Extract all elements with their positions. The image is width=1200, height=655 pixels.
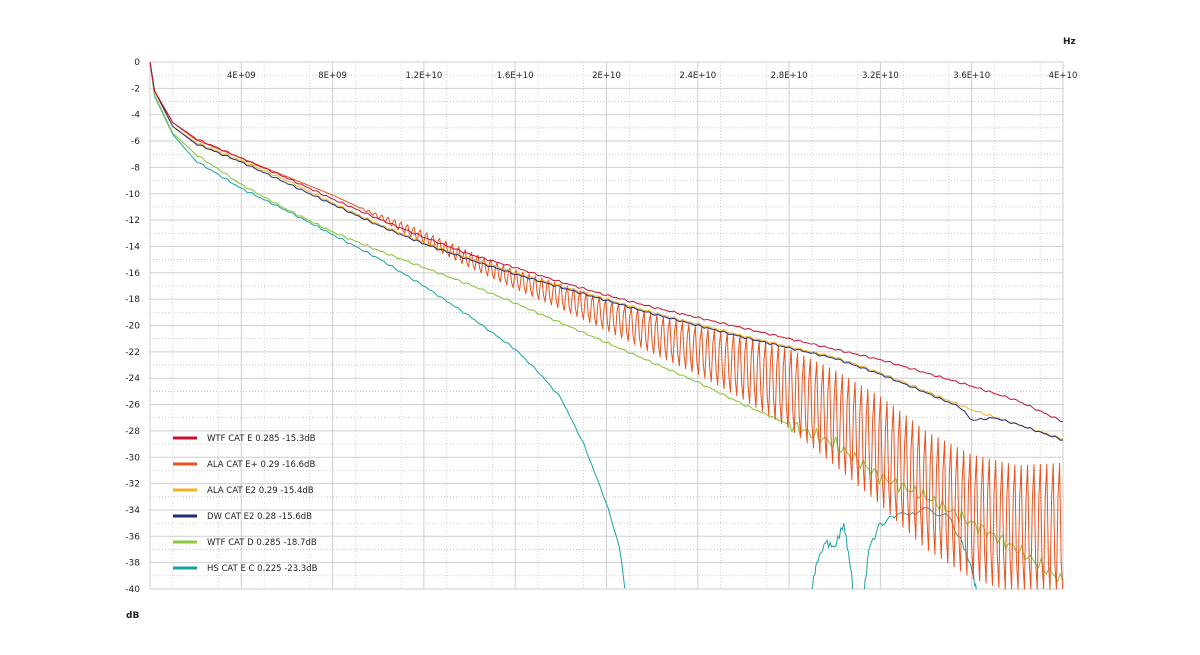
y-tick-label: -6: [131, 137, 140, 147]
y-tick-label: -10: [125, 190, 140, 200]
x-tick-label: 1.2E+10: [405, 71, 442, 81]
legend-label: WTF CAT D 0.285 -18.7dB: [207, 538, 317, 548]
legend-label: ALA CAT E+ 0.29 -16.6dB: [207, 460, 315, 470]
y-tick-label: -30: [125, 453, 140, 463]
y-tick-label: -2: [131, 84, 140, 94]
y-tick-label: -22: [125, 348, 140, 358]
y-tick-label: -14: [125, 242, 140, 252]
x-tick-label: 2.4E+10: [679, 71, 716, 81]
y-tick-label: -20: [125, 322, 140, 332]
y-tick-label: -38: [125, 559, 140, 569]
y-tick-label: -26: [125, 401, 140, 411]
legend: WTF CAT E 0.285 -15.3dB ALA CAT E+ 0.29 -…: [173, 434, 318, 574]
series-line: [149, 61, 626, 589]
series-line: [149, 61, 1064, 441]
x-tick-label: 1.6E+10: [497, 71, 534, 81]
x-tick-label: 4E+09: [227, 71, 256, 81]
y-tick-label: -12: [125, 216, 140, 226]
x-tick-label: 2.8E+10: [771, 71, 808, 81]
grid-lines: [149, 61, 1064, 590]
y-tick-label: -8: [131, 163, 140, 173]
y-tick-label: -28: [125, 427, 140, 437]
y-tick-label: 0: [134, 58, 140, 68]
y-tick-label: -4: [131, 111, 140, 121]
series-line: [149, 61, 1064, 423]
x-tick-label: 3.2E+10: [862, 71, 899, 81]
x-tick-label: 2E+10: [592, 71, 621, 81]
x-tick-label: 8E+09: [318, 71, 347, 81]
y-tick-label: -16: [125, 269, 140, 279]
series-line-segment: [811, 523, 854, 590]
y-tick-label: -24: [125, 374, 140, 384]
legend-label: HS CAT E C 0.225 -23.3dB: [207, 564, 318, 574]
y-axis-unit-label: dB: [126, 611, 139, 621]
legend-label: WTF CAT E 0.285 -15.3dB: [207, 434, 316, 444]
y-tick-label: -34: [125, 506, 140, 516]
y-tick-label: -18: [125, 295, 140, 305]
x-tick-label: 4E+10: [1049, 71, 1078, 81]
y-axis-ticks: 0 -2 -4 -6 -8 -10 -12 -14 -16 -18 -20 -22 -24 -26 -28 -…: [125, 58, 140, 595]
legend-label: DW CAT E2 0.28 -15.6dB: [207, 512, 312, 522]
legend-label: ALA CAT E2 0.29 -15.4dB: [207, 486, 314, 496]
series-line: [149, 61, 1064, 590]
y-tick-label: -36: [125, 532, 140, 542]
y-tick-label: -32: [125, 480, 140, 490]
series-line: [149, 61, 1064, 583]
series-line: [149, 61, 1064, 440]
x-axis-ticks: 4E+09 8E+09 1.2E+10 1.6E+10 2E+10 2.4E+10 2.8E…: [227, 71, 1077, 81]
x-axis-unit-label: Hz: [1063, 37, 1076, 47]
series-lines: [149, 61, 1064, 590]
x-tick-label: 3.6E+10: [953, 71, 990, 81]
y-tick-label: -40: [125, 585, 140, 595]
